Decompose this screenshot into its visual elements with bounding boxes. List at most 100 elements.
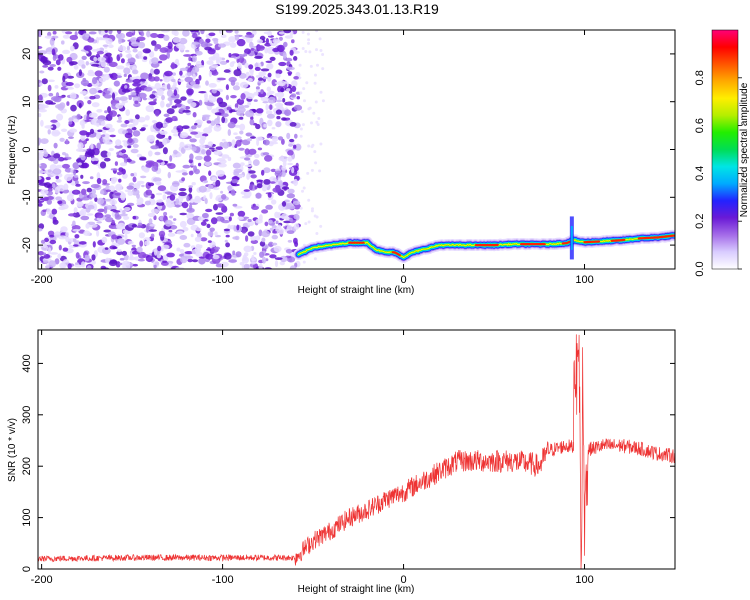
noise-blob [113,80,120,87]
colorbar-label: Normalized spectral amplitude [739,82,750,217]
noise-blob [62,75,66,83]
noise-blob [243,263,250,269]
noise-blob [245,132,253,137]
noise-blob [43,252,47,256]
noise-blob [108,147,115,152]
noise-blob [175,58,179,64]
colorbar-strip [711,29,739,270]
noise-blob [245,92,255,100]
noise-blob [114,97,122,101]
noise-blob [106,151,112,157]
noise-blob [132,215,137,220]
noise-blob [234,107,238,111]
noise-blob [192,32,198,39]
noise-blob [195,78,200,86]
noise-blob [217,163,227,168]
noise-blob [265,60,273,63]
noise-blob [255,192,262,199]
noise-blob [286,101,295,106]
noise-blob [38,227,43,232]
noise-blob [66,75,74,79]
noise-blob [109,110,117,117]
noise-blob [38,138,41,146]
noise-blob [86,114,90,122]
noise-blob [151,57,159,65]
noise-blob [116,120,123,123]
noise-blob [271,199,277,205]
noise-blob [151,120,157,123]
noise-blob [112,210,121,213]
noise-blob [265,38,269,44]
noise-blob [247,231,255,237]
spectrogram-heatmap [38,30,675,269]
noise-blob [249,41,254,49]
noise-blob [254,55,263,59]
noise-blob [171,115,178,122]
noise-blob [118,115,122,121]
noise-blob [281,165,287,172]
noise-blob [55,164,63,169]
noise-blob [256,39,263,44]
noise-blob [173,89,178,96]
noise-blob [151,208,160,214]
noise-blob [132,263,138,267]
noise-blob [38,170,45,174]
noise-blob [269,227,274,231]
noise-blob [243,245,252,253]
noise-blob [225,242,231,248]
noise-blob [310,209,314,213]
noise-blob [171,129,178,134]
noise-blob [121,88,131,93]
noise-blob [166,83,171,90]
noise-blob [100,150,109,158]
noise-blob [208,170,212,176]
x-tick-label: -100 [212,574,234,586]
noise-blob [124,233,128,241]
noise-blob [168,135,172,140]
noise-blob [92,77,98,85]
noise-blob [276,91,285,98]
noise-blob [163,75,171,83]
noise-blob [226,59,230,63]
noise-blob [276,104,284,111]
noise-blob [117,222,126,230]
noise-blob [284,35,293,39]
noise-blob [98,47,105,52]
noise-blob [93,56,98,62]
noise-blob [216,158,226,162]
noise-blob [309,64,313,68]
noise-blob [87,37,95,43]
noise-blob [73,174,79,178]
noise-blob [103,66,110,73]
noise-blob [207,141,214,147]
noise-blob [291,166,295,174]
noise-blob [148,218,153,225]
noise-blob [186,72,193,77]
noise-blob [316,123,320,126]
noise-blob [230,189,236,196]
noise-blob [97,129,103,133]
noise-blob [124,50,132,53]
noise-blob [180,96,187,101]
noise-blob [78,241,87,245]
noise-blob [265,103,269,111]
noise-blob [38,163,42,167]
noise-blob [184,145,189,148]
noise-blob [81,197,90,201]
noise-blob [91,102,100,108]
noise-blob [96,50,104,55]
noise-blob [139,240,144,247]
noise-blob [96,109,103,113]
noise-blob [188,170,194,176]
noise-blob [214,246,221,250]
noise-blob [281,186,290,190]
noise-blob [184,255,194,259]
noise-blob [127,124,135,128]
noise-blob [257,45,265,51]
noise-blob [146,134,156,142]
noise-blob [153,76,160,82]
noise-blob [208,125,213,129]
noise-blob [184,76,194,83]
noise-blob [136,183,141,187]
noise-blob [51,129,61,137]
